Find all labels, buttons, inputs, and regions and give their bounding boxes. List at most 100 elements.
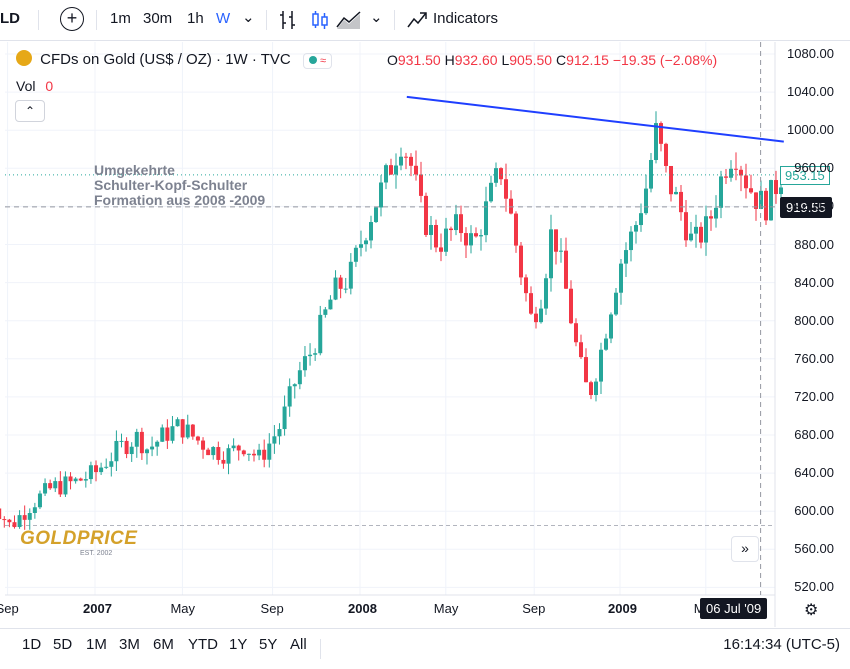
candle-down bbox=[579, 342, 583, 358]
interval-30m-button[interactable]: 30m bbox=[143, 10, 173, 27]
candle-up bbox=[272, 436, 277, 444]
candle-down bbox=[124, 440, 129, 455]
add-symbol-icon[interactable]: + bbox=[60, 7, 84, 31]
volume-label[interactable]: Vol bbox=[16, 78, 36, 94]
candle-up bbox=[644, 188, 648, 214]
candle-down bbox=[459, 214, 463, 234]
range-all-button[interactable]: All bbox=[290, 636, 307, 653]
candle-down bbox=[12, 522, 17, 528]
candle-down bbox=[774, 180, 778, 195]
candle-up bbox=[704, 216, 708, 243]
candle-up bbox=[83, 479, 88, 481]
candle-up bbox=[129, 446, 134, 455]
candle-up bbox=[364, 240, 368, 245]
candle-down bbox=[524, 277, 528, 294]
candle-up bbox=[134, 431, 139, 447]
candle-up bbox=[88, 465, 93, 480]
interval-1m-button[interactable]: 1m bbox=[110, 10, 131, 27]
market-status-badge[interactable]: ≈ bbox=[302, 53, 333, 69]
candle-up bbox=[429, 225, 433, 235]
candle-down bbox=[519, 245, 523, 278]
interval-1h-button[interactable]: 1h bbox=[187, 10, 204, 27]
price-tick-label: 1040.00 bbox=[787, 84, 834, 100]
toolbar-divider bbox=[394, 10, 395, 30]
pattern-annotation[interactable]: Umgekehrte Schulter-Kopf-Schulter Format… bbox=[94, 162, 266, 208]
candle-down bbox=[338, 277, 343, 289]
price-tick-label: 880.00 bbox=[794, 236, 834, 252]
symbol-label[interactable]: LD bbox=[0, 10, 20, 27]
candle-down bbox=[669, 165, 673, 195]
candle-down bbox=[744, 175, 748, 189]
candle-up bbox=[394, 165, 398, 175]
candle-up bbox=[323, 309, 328, 315]
candle-up bbox=[170, 426, 175, 441]
area-chart-icon[interactable] bbox=[336, 9, 362, 31]
candle-down bbox=[504, 179, 508, 199]
candle-down bbox=[584, 357, 588, 383]
candles-chart-icon[interactable] bbox=[310, 9, 330, 31]
range-6m-button[interactable]: 6M bbox=[153, 636, 174, 653]
candle-up bbox=[226, 448, 231, 464]
range-5y-button[interactable]: 5Y bbox=[259, 636, 278, 653]
candle-up bbox=[308, 354, 313, 357]
candle-down bbox=[664, 143, 668, 166]
chart-type-chevron-icon[interactable]: ⌄ bbox=[370, 9, 383, 26]
range-3m-button[interactable]: 3M bbox=[119, 636, 140, 653]
candle-down bbox=[201, 440, 206, 450]
candle-up bbox=[609, 314, 613, 339]
candle-up bbox=[559, 250, 563, 252]
range-5d-button[interactable]: 5D bbox=[53, 636, 73, 653]
interval-dropdown-chevron-icon[interactable]: ⌄ bbox=[242, 9, 255, 26]
candle-down bbox=[764, 190, 768, 221]
range-1d-button[interactable]: 1D bbox=[22, 636, 42, 653]
indicators-icon[interactable] bbox=[406, 9, 428, 31]
candle-up bbox=[689, 233, 693, 241]
candle-down bbox=[679, 191, 683, 213]
candle-up bbox=[313, 353, 318, 355]
bottom-divider bbox=[320, 639, 321, 659]
candle-up bbox=[614, 292, 618, 315]
bars-chart-icon[interactable] bbox=[278, 9, 298, 31]
candle-up bbox=[43, 483, 48, 494]
candle-down bbox=[684, 212, 688, 241]
gear-icon[interactable]: ⚙ bbox=[804, 602, 819, 619]
candle-down bbox=[68, 476, 73, 482]
time-tick-label: 2007 bbox=[83, 601, 112, 616]
candle-up bbox=[328, 299, 333, 310]
candle-up bbox=[348, 261, 353, 289]
bottom-toolbar bbox=[0, 628, 850, 669]
price-tick-label: 560.00 bbox=[794, 541, 834, 557]
scroll-to-realtime-button[interactable]: » bbox=[731, 536, 759, 562]
candle-down bbox=[195, 436, 200, 441]
candle-up bbox=[619, 263, 623, 293]
candle-down bbox=[754, 192, 758, 209]
indicators-button[interactable]: Indicators bbox=[433, 10, 499, 27]
resistance-trendline bbox=[406, 95, 784, 143]
range-1y-button[interactable]: 1Y bbox=[229, 636, 248, 653]
range-ytd-button[interactable]: YTD bbox=[188, 636, 218, 653]
candle-up bbox=[302, 356, 307, 371]
candle-up bbox=[694, 226, 698, 234]
interval-weekly-button[interactable]: W bbox=[216, 10, 231, 27]
candle-up bbox=[257, 449, 262, 456]
candle-up bbox=[246, 453, 251, 455]
clock-timezone[interactable]: 16:14:34 (UTC-5) bbox=[723, 636, 840, 653]
candle-up bbox=[539, 308, 543, 323]
range-1m-button[interactable]: 1M bbox=[86, 636, 107, 653]
candle-down bbox=[0, 508, 2, 520]
candle-down bbox=[389, 165, 393, 175]
candle-up bbox=[379, 182, 383, 208]
volume-legend: Vol 0 bbox=[16, 78, 53, 94]
low-value: 905.50 bbox=[509, 52, 553, 68]
candle-up bbox=[27, 513, 32, 520]
candle-up bbox=[384, 165, 388, 183]
candle-down bbox=[216, 447, 221, 460]
candle-up bbox=[267, 443, 272, 460]
price-tick-label: 840.00 bbox=[794, 274, 834, 290]
symbol-title[interactable]: CFDs on Gold (US$ / OZ) · 1W · TVC bbox=[40, 51, 291, 68]
candle-up bbox=[629, 231, 633, 251]
price-tick-label: 520.00 bbox=[794, 579, 834, 595]
collapse-legend-chevron-up-icon[interactable]: ⌃ bbox=[15, 100, 45, 122]
candle-up bbox=[479, 235, 483, 237]
